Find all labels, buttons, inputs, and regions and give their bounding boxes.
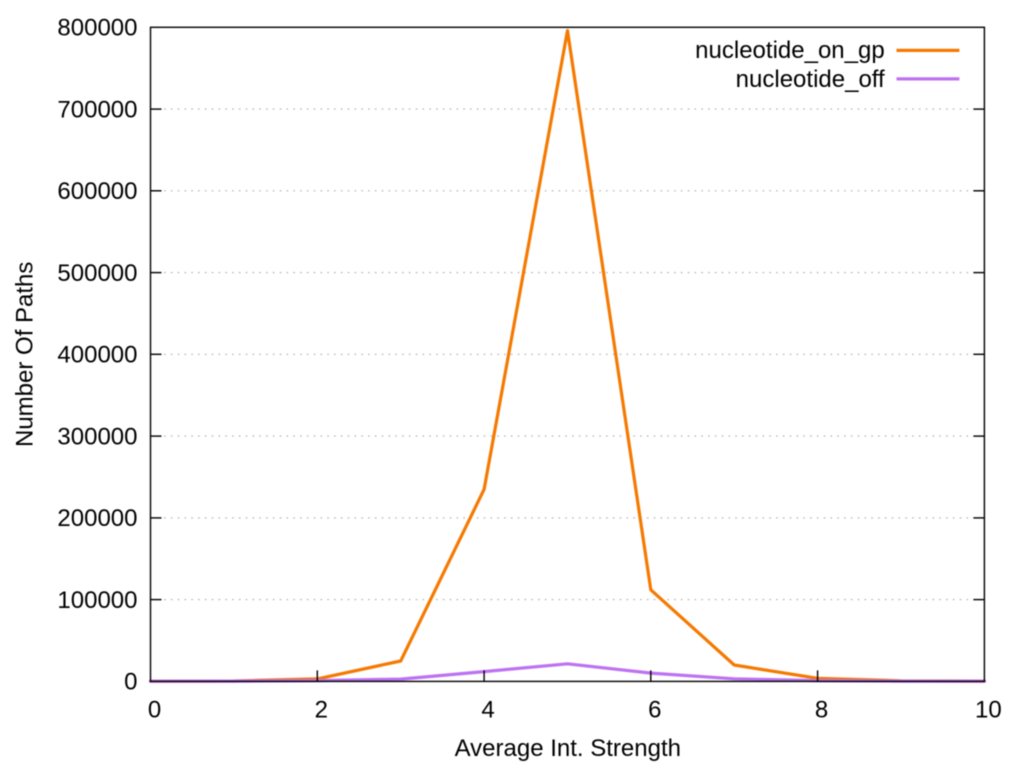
svg-text:600000: 600000 [57, 178, 137, 205]
svg-text:2: 2 [315, 697, 328, 724]
svg-text:0: 0 [148, 697, 161, 724]
svg-text:800000: 800000 [57, 15, 137, 42]
svg-text:400000: 400000 [57, 342, 137, 369]
svg-text:200000: 200000 [57, 505, 137, 532]
svg-text:500000: 500000 [57, 260, 137, 287]
svg-text:300000: 300000 [57, 423, 137, 450]
svg-text:4: 4 [481, 697, 494, 724]
svg-text:10: 10 [975, 697, 1002, 724]
svg-text:6: 6 [648, 697, 661, 724]
svg-text:Number Of Paths: Number Of Paths [12, 262, 39, 447]
svg-text:700000: 700000 [57, 96, 137, 123]
svg-text:nucleotide_off: nucleotide_off [736, 66, 885, 93]
svg-text:Average Int. Strength: Average Int. Strength [455, 735, 681, 762]
svg-text:nucleotide_on_gp: nucleotide_on_gp [695, 37, 885, 64]
svg-text:0: 0 [124, 669, 137, 696]
svg-text:8: 8 [815, 697, 828, 724]
svg-text:100000: 100000 [57, 587, 137, 614]
